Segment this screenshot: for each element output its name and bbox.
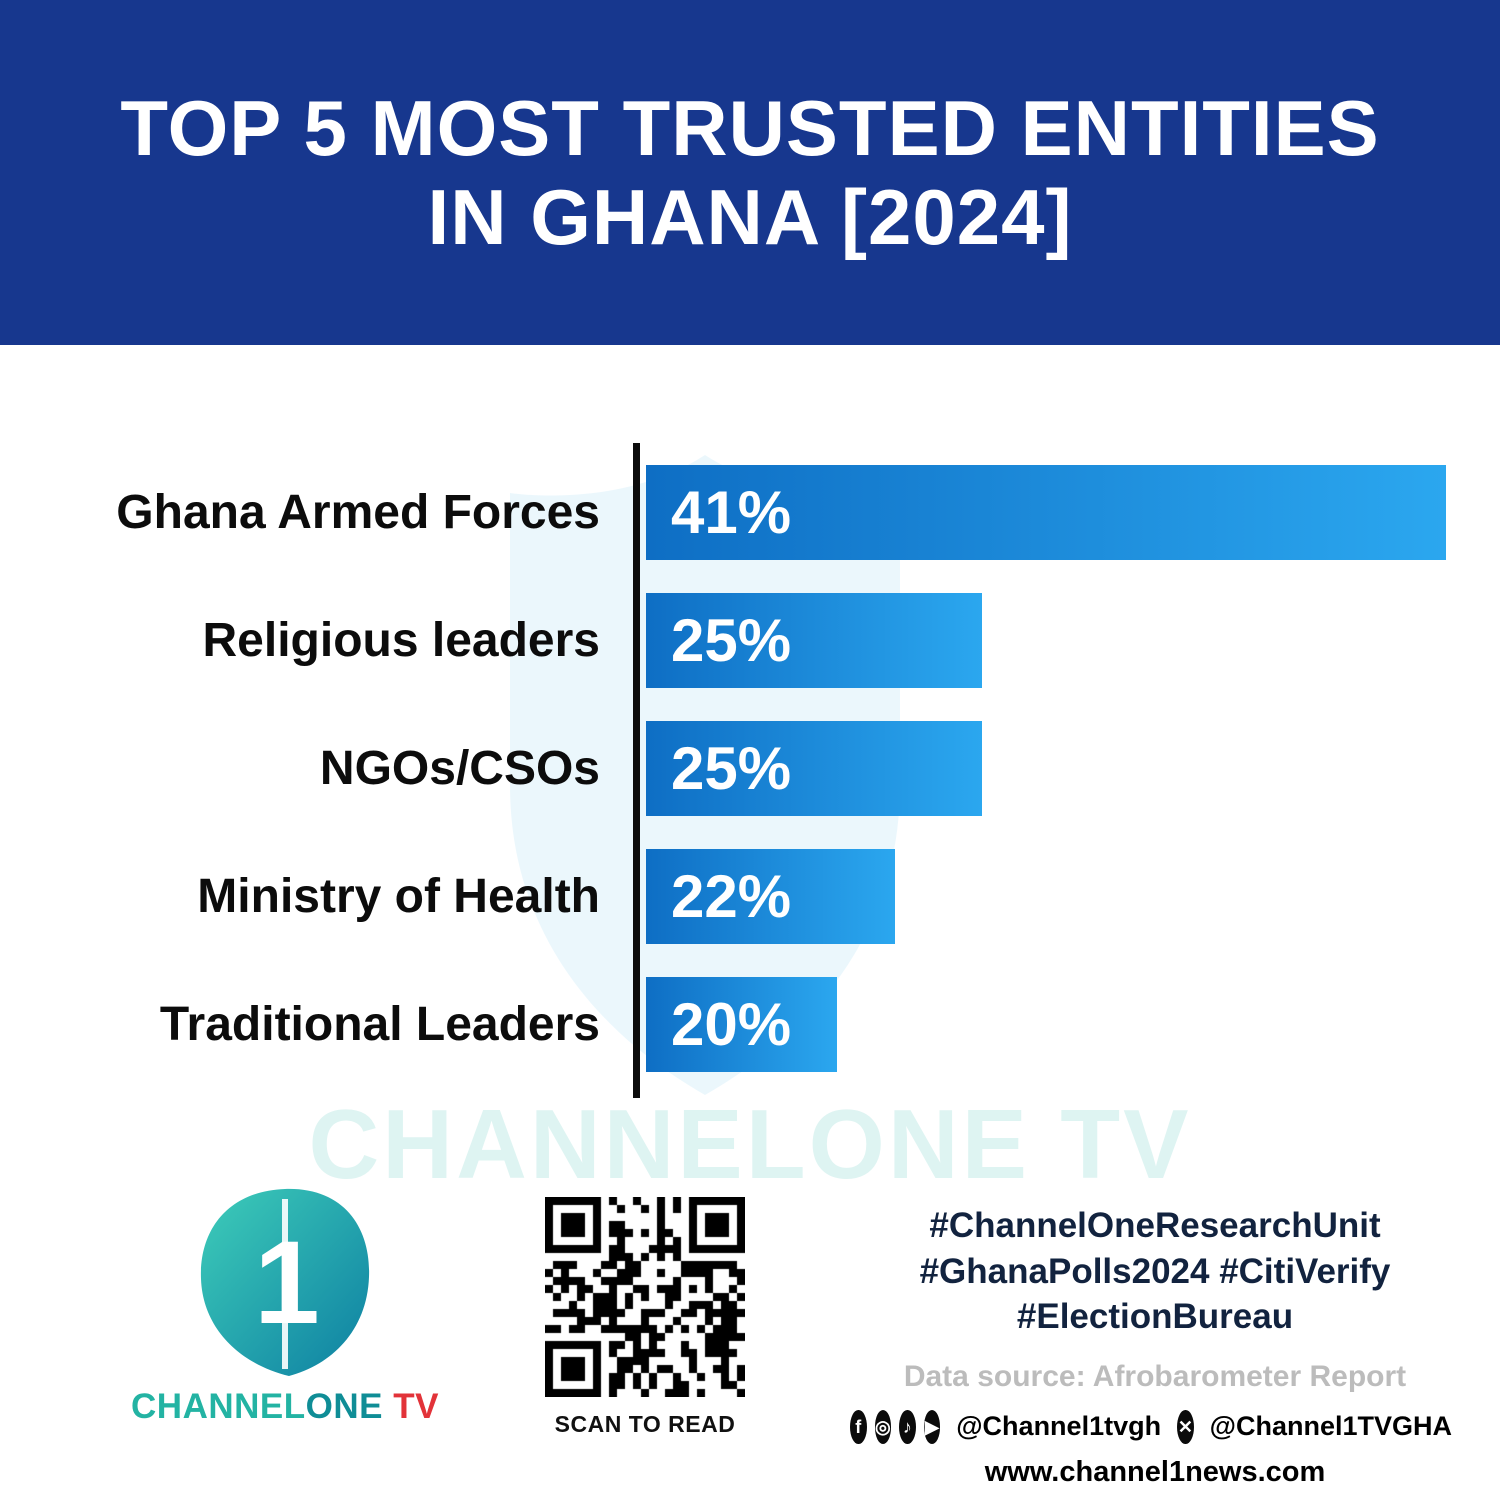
- tiktok-icon: ♪: [899, 1409, 916, 1444]
- channel-one-logo-icon: 1: [200, 1188, 369, 1376]
- page-title-line-2: IN GHANA [2024]: [427, 172, 1073, 261]
- brand-wordmark: CHANNELONE TV: [120, 1387, 450, 1427]
- brand-channel: CHANNEL: [131, 1387, 306, 1426]
- social-handle-2: @Channel1TVGHA: [1209, 1411, 1453, 1441]
- y-axis-line: [633, 443, 640, 1098]
- category-label: Traditional Leaders: [159, 998, 600, 1051]
- social-row: f ◎ ♪ ▶ @Channel1tvgh ✕ @Channel1TVGHA: [849, 1409, 1460, 1444]
- facebook-icon: f: [849, 1409, 867, 1444]
- bar: 22%: [646, 849, 895, 944]
- bar-row: Ministry of Health 22%: [0, 849, 895, 944]
- website-url: www.channel1news.com: [984, 1455, 1326, 1488]
- page-title-line-1: TOP 5 MOST TRUSTED ENTITIES: [120, 83, 1380, 172]
- footer-info: #ChannelOneResearchUnit #GhanaPolls2024 …: [849, 1203, 1460, 1489]
- category-label: Ghana Armed Forces: [116, 486, 600, 539]
- category-label: Religious leaders: [202, 614, 600, 667]
- title-banner: TOP 5 MOST TRUSTED ENTITIES IN GHANA [20…: [0, 0, 1500, 345]
- qr-code: [545, 1197, 745, 1397]
- hashtag-line: #GhanaPolls2024 #CitiVerify: [919, 1251, 1391, 1291]
- brand-one: ONE: [305, 1387, 383, 1426]
- footer: 1 CHANNELONE TV SCAN TO READ #ChannelOne…: [0, 1185, 1500, 1488]
- social-handle-1: @Channel1tvgh: [956, 1411, 1162, 1441]
- bar: 20%: [646, 977, 837, 1072]
- qr-block: SCAN TO READ: [535, 1197, 755, 1438]
- brand-watermark: CHANNELONE TV: [308, 1089, 1192, 1199]
- bar-row: Traditional Leaders 20%: [0, 977, 837, 1072]
- category-label: Ministry of Health: [197, 870, 600, 923]
- hashtag-line: #ChannelOneResearchUnit: [929, 1206, 1381, 1245]
- bar: 25%: [646, 593, 982, 688]
- bar-chart: Ghana Armed Forces 41% Religious leaders…: [0, 443, 1500, 1103]
- logo-numeral: 1: [254, 1217, 320, 1349]
- bar-row: NGOs/CSOs 25%: [0, 721, 982, 816]
- bar-row: Ghana Armed Forces 41%: [0, 465, 1446, 560]
- instagram-icon: ◎: [874, 1409, 892, 1444]
- value-label: 20%: [671, 991, 792, 1058]
- category-label: NGOs/CSOs: [319, 742, 600, 795]
- bar-row: Religious leaders 25%: [0, 593, 982, 688]
- value-label: 41%: [671, 479, 792, 546]
- data-source: Data source: Afrobarometer Report: [903, 1359, 1407, 1393]
- hashtag-line: #ElectionBureau: [1016, 1297, 1294, 1336]
- channel-one-logo: 1 CHANNELONE TV: [120, 1185, 450, 1427]
- bar: 25%: [646, 721, 982, 816]
- value-label: 25%: [671, 735, 792, 802]
- youtube-icon: ▶: [923, 1409, 941, 1444]
- bar: 41%: [646, 465, 1446, 560]
- x-icon: ✕: [1177, 1409, 1194, 1444]
- value-label: 25%: [671, 607, 792, 674]
- qr-caption: SCAN TO READ: [554, 1411, 736, 1437]
- value-label: 22%: [671, 863, 792, 930]
- brand-tv: TV: [383, 1387, 439, 1426]
